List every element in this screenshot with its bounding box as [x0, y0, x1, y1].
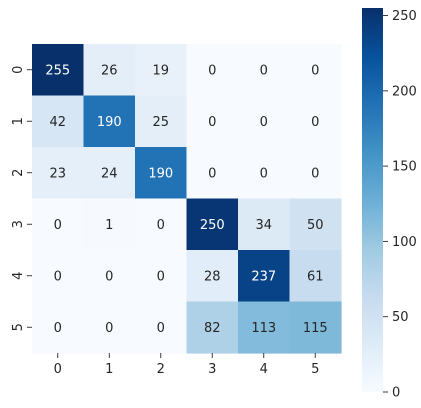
heatmap-cell-r2-c0: [32, 147, 85, 200]
cell-label-r4-c2: 0: [157, 269, 165, 284]
heatmap-cell-r1-c3: [186, 95, 239, 148]
cell-label-r3-c4: 34: [255, 218, 272, 233]
heatmap-cell-r4-c2: [135, 250, 188, 303]
y-tick-label-2: 2: [11, 169, 26, 177]
cell-label-r0-c2: 19: [152, 63, 169, 78]
heatmap-cell-r0-c0: [32, 44, 85, 97]
heatmap-cell-r5-c2: [135, 301, 188, 354]
y-tick-label-5: 5: [11, 323, 26, 331]
cell-label-r5-c0: 0: [54, 321, 62, 336]
heatmap-cells: [32, 44, 342, 354]
heatmap-cell-r2-c4: [238, 147, 291, 200]
cell-label-r0-c1: 26: [101, 63, 118, 78]
heatmap-cell-r4-c3: [186, 250, 239, 303]
heatmap-cell-r5-c3: [186, 301, 239, 354]
cell-label-r2-c1: 24: [101, 166, 118, 181]
heatmap-cell-r4-c4: [238, 250, 291, 303]
heatmap-cell-r2-c1: [83, 147, 136, 200]
x-tick-label-1: 1: [105, 362, 113, 377]
cell-label-r3-c2: 0: [157, 218, 165, 233]
cell-label-r5-c4: 113: [251, 321, 276, 336]
heatmap-cell-r3-c2: [135, 198, 188, 251]
x-tick-label-2: 2: [157, 362, 165, 377]
cell-label-r2-c2: 190: [148, 166, 173, 181]
cell-label-r1-c4: 0: [260, 115, 268, 130]
heatmap-cell-r3-c1: [83, 198, 136, 251]
colorbar-tick-label-200: 200: [392, 84, 417, 99]
x-tick-label-3: 3: [208, 362, 216, 377]
heatmap-cell-r1-c0: [32, 95, 85, 148]
cell-label-r0-c0: 255: [45, 63, 70, 78]
y-tick-label-4: 4: [11, 272, 26, 280]
heatmap-cell-r0-c1: [83, 44, 136, 97]
heatmap-cell-r2-c5: [289, 147, 342, 200]
y-axis: 0 1 2 3 4 5: [11, 66, 32, 331]
cell-label-r4-c4: 237: [251, 269, 276, 284]
cell-label-r4-c0: 0: [54, 269, 62, 284]
heatmap-cell-r1-c2: [135, 95, 188, 148]
colorbar-tick-label-50: 50: [392, 310, 409, 325]
heatmap-cell-r0-c5: [289, 44, 342, 97]
x-axis: 0 1 2 3 4 5: [54, 353, 319, 377]
heatmap-cell-r5-c1: [83, 301, 136, 354]
heatmap-cell-r0-c2: [135, 44, 188, 97]
heatmap-cell-r3-c4: [238, 198, 291, 251]
cell-label-r2-c0: 23: [49, 166, 66, 181]
heatmap-cell-r4-c1: [83, 250, 136, 303]
y-tick-label-0: 0: [11, 66, 26, 74]
x-tick-label-0: 0: [54, 362, 62, 377]
cell-label-r4-c1: 0: [105, 269, 113, 284]
cell-label-r0-c5: 0: [311, 63, 319, 78]
heatmap-cell-r0-c4: [238, 44, 291, 97]
heatmap-cell-r5-c0: [32, 301, 85, 354]
cell-label-r2-c3: 0: [208, 166, 216, 181]
colorbar: 0 50 100 150 200 250: [362, 8, 417, 401]
y-tick-label-3: 3: [11, 220, 26, 228]
colorbar-tick-label-250: 250: [392, 9, 417, 24]
x-tick-label-4: 4: [260, 362, 268, 377]
cell-label-r5-c2: 0: [157, 321, 165, 336]
cell-label-r0-c3: 0: [208, 63, 216, 78]
cell-label-r3-c5: 50: [307, 218, 324, 233]
colorbar-tick-label-0: 0: [392, 386, 400, 401]
x-tick-label-5: 5: [311, 362, 319, 377]
heatmap-cell-r3-c5: [289, 198, 342, 251]
heatmap-cell-r0-c3: [186, 44, 239, 97]
cell-label-r1-c1: 190: [97, 115, 122, 130]
heatmap-cell-r5-c5: [289, 301, 342, 354]
cell-label-r1-c3: 0: [208, 115, 216, 130]
colorbar-tick-label-100: 100: [392, 235, 417, 250]
heatmap-cell-r1-c4: [238, 95, 291, 148]
heatmap-cell-r4-c5: [289, 250, 342, 303]
cell-label-r4-c5: 61: [307, 269, 324, 284]
heatmap-cell-r3-c3: [186, 198, 239, 251]
cell-label-r0-c4: 0: [260, 63, 268, 78]
cell-label-r1-c5: 0: [311, 115, 319, 130]
heatmap-cell-r3-c0: [32, 198, 85, 251]
colorbar-gradient: [362, 8, 383, 392]
heatmap-cell-r1-c5: [289, 95, 342, 148]
cell-label-r2-c4: 0: [260, 166, 268, 181]
cell-label-r5-c1: 0: [105, 321, 113, 336]
cell-label-r3-c3: 250: [200, 218, 225, 233]
cell-label-r4-c3: 28: [204, 269, 221, 284]
y-tick-label-1: 1: [11, 117, 26, 125]
heatmap-cell-r2-c2: [135, 147, 188, 200]
heatmap-cell-labels: 255 26 19 0 0 042 190 25 0 0 023 24 190 0 0 00 1 0 250 34 50…: [45, 63, 327, 336]
heatmap-cell-r2-c3: [186, 147, 239, 200]
heatmap-cell-r5-c4: [238, 301, 291, 354]
heatmap-cell-r1-c1: [83, 95, 136, 148]
cell-label-r5-c3: 82: [204, 321, 221, 336]
cell-label-r2-c5: 0: [311, 166, 319, 181]
cell-label-r5-c5: 115: [303, 321, 328, 336]
cell-label-r3-c0: 0: [54, 218, 62, 233]
cell-label-r1-c0: 42: [49, 115, 66, 130]
cell-label-r3-c1: 1: [105, 218, 113, 233]
heatmap-cell-r4-c0: [32, 250, 85, 303]
colorbar-tick-label-150: 150: [392, 160, 417, 175]
cell-label-r1-c2: 25: [152, 115, 169, 130]
